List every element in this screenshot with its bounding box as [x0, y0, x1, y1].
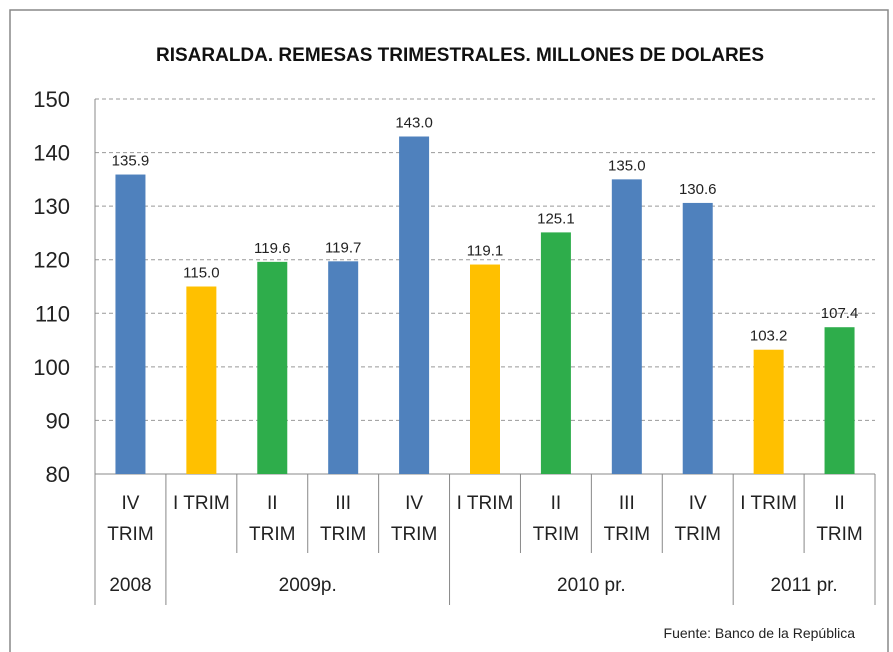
- data-label: 107.4: [821, 305, 859, 322]
- x-tick-label: IV TRIM: [390, 493, 438, 545]
- bar: [115, 174, 146, 475]
- x-tick-label: II TRIM: [816, 493, 863, 545]
- y-tick-label: 100: [33, 355, 70, 380]
- data-label: 103.2: [750, 328, 788, 345]
- data-label: 115.0: [183, 265, 219, 282]
- x-tick-label: III TRIM: [603, 493, 651, 545]
- chart-title: RISARALDA. REMESAS TRIMESTRALES. MILLONE…: [156, 45, 764, 66]
- bar: [328, 261, 359, 474]
- y-tick-label: 150: [33, 87, 70, 112]
- bar: [399, 136, 430, 474]
- x-tick-label: I TRIM: [173, 493, 230, 514]
- y-tick-label: 140: [33, 141, 70, 166]
- bar: [540, 232, 571, 474]
- x-tick-label: II TRIM: [249, 493, 296, 545]
- x-tick-label: IV TRIM: [107, 493, 154, 545]
- data-label: 135.0: [608, 157, 646, 174]
- x-tick-label: II TRIM: [532, 493, 580, 545]
- x-tick-label: III TRIM: [319, 493, 367, 545]
- x-tick-label: I TRIM: [740, 493, 797, 514]
- data-label: 135.9: [112, 153, 150, 170]
- group-label: 2010 pr.: [557, 575, 626, 596]
- bar: [682, 202, 713, 474]
- bar: [186, 286, 217, 474]
- data-label: 130.6: [679, 181, 717, 198]
- y-tick-label: 110: [35, 301, 70, 326]
- bar: [824, 327, 855, 474]
- y-tick-label: 80: [46, 462, 70, 487]
- bar: [257, 261, 288, 474]
- chart-frame: [9, 9, 889, 652]
- x-tick-label: IV TRIM: [674, 493, 721, 545]
- y-tick-label: 120: [33, 248, 70, 273]
- source-note: Fuente: Banco de la República: [664, 625, 856, 641]
- group-label: 2009p.: [278, 575, 337, 596]
- x-tick-label: I TRIM: [456, 493, 514, 514]
- data-label: 125.1: [537, 210, 575, 227]
- data-label: 143.0: [395, 115, 433, 132]
- y-tick-label: 90: [46, 408, 70, 433]
- data-label: 119.1: [467, 243, 503, 260]
- data-label: 119.7: [325, 239, 361, 256]
- bar: [753, 349, 784, 474]
- group-label: 2008: [109, 575, 152, 596]
- group-label: 2011 pr.: [770, 575, 838, 596]
- bar: [470, 264, 500, 474]
- bar: [611, 179, 642, 474]
- y-tick-label: 130: [33, 194, 70, 219]
- data-label: 119.6: [254, 240, 290, 257]
